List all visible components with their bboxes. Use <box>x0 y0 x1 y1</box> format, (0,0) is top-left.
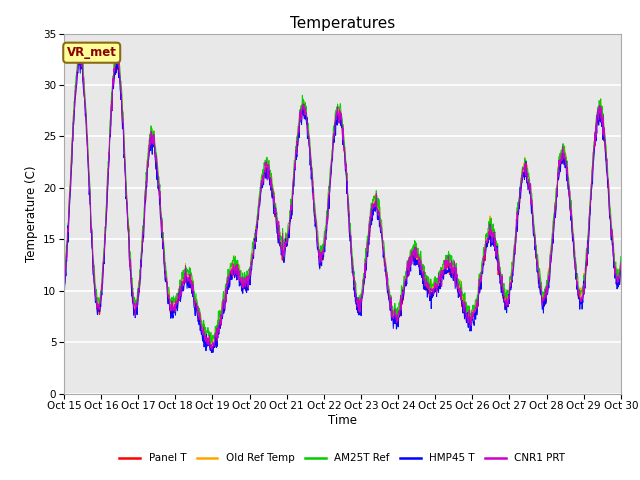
Legend: Panel T, Old Ref Temp, AM25T Ref, HMP45 T, CNR1 PRT: Panel T, Old Ref Temp, AM25T Ref, HMP45 … <box>115 449 570 468</box>
X-axis label: Time: Time <box>328 414 357 427</box>
Text: VR_met: VR_met <box>67 46 116 59</box>
Y-axis label: Temperature (C): Temperature (C) <box>24 165 38 262</box>
Title: Temperatures: Temperatures <box>290 16 395 31</box>
